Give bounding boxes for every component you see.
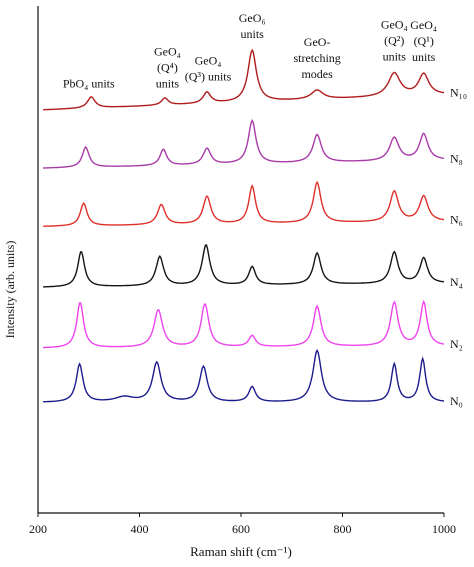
peak-annotation: GeO₆ units xyxy=(239,11,266,41)
x-tick-label: 1000 xyxy=(432,522,456,536)
series-label: N₈ xyxy=(450,151,463,165)
spectrum-line xyxy=(43,118,445,169)
annotation-line: GeO₄ xyxy=(381,17,408,31)
peak-annotation: GeO₄ (Q⁴) units xyxy=(154,45,181,91)
annotation-line: GeO₄ xyxy=(195,53,222,67)
annotation-line: stretching xyxy=(293,51,340,65)
x-tick-label: 800 xyxy=(334,522,352,536)
y-axis-label: Intensity (arb. units) xyxy=(3,241,17,339)
series-label: N₁₀ xyxy=(450,86,467,100)
annotation-line: units xyxy=(383,49,407,63)
series-labels: N₁₀ N₈ N₆ N₄ N₂ N₀ xyxy=(450,86,467,408)
x-tick-label: 400 xyxy=(131,522,149,536)
annotation-line: GeO- xyxy=(304,35,331,49)
peak-annotation: PbO₄ units xyxy=(63,77,115,91)
axes: 200 400 600 800 1000 xyxy=(29,6,456,536)
peak-annotation: GeO₄ (Q³) units xyxy=(185,53,232,83)
annotation-line: units xyxy=(240,27,264,41)
annotation-line: (Q²) xyxy=(384,33,404,47)
spectrum-line xyxy=(43,348,445,403)
annotation-line: (Q¹) xyxy=(414,34,434,48)
x-axis-label: Raman shift (cm⁻¹) xyxy=(190,544,292,559)
annotation-line: GeO₄ xyxy=(154,45,181,59)
peak-annotation: GeO₄ (Q²) units xyxy=(381,17,408,63)
spectrum-line xyxy=(43,299,445,349)
peak-annotation: GeO-stretching modes xyxy=(293,35,340,81)
series-label: N₄ xyxy=(450,275,463,289)
peak-annotation: GeO₄ (Q¹) units xyxy=(410,18,437,64)
annotation-line: (Q⁴) xyxy=(157,61,178,75)
spectra-curves xyxy=(43,48,445,403)
annotation-line: (Q³) units xyxy=(185,69,232,83)
annotation-line: PbO₄ units xyxy=(63,77,115,91)
spectrum-line xyxy=(43,244,445,288)
series-label: N₂ xyxy=(450,337,463,351)
spectrum-line xyxy=(43,48,445,111)
series-label: N₆ xyxy=(450,213,463,227)
annotation-line: units xyxy=(156,77,180,91)
annotation-line: units xyxy=(412,50,436,64)
spectrum-line xyxy=(43,180,445,227)
series-label: N₀ xyxy=(450,394,463,408)
annotation-line: GeO₄ xyxy=(410,18,437,32)
annotation-line: modes xyxy=(301,67,333,81)
x-tick-label: 600 xyxy=(232,522,250,536)
x-tick-label: 200 xyxy=(29,522,47,536)
annotation-line: GeO₆ xyxy=(239,11,266,25)
